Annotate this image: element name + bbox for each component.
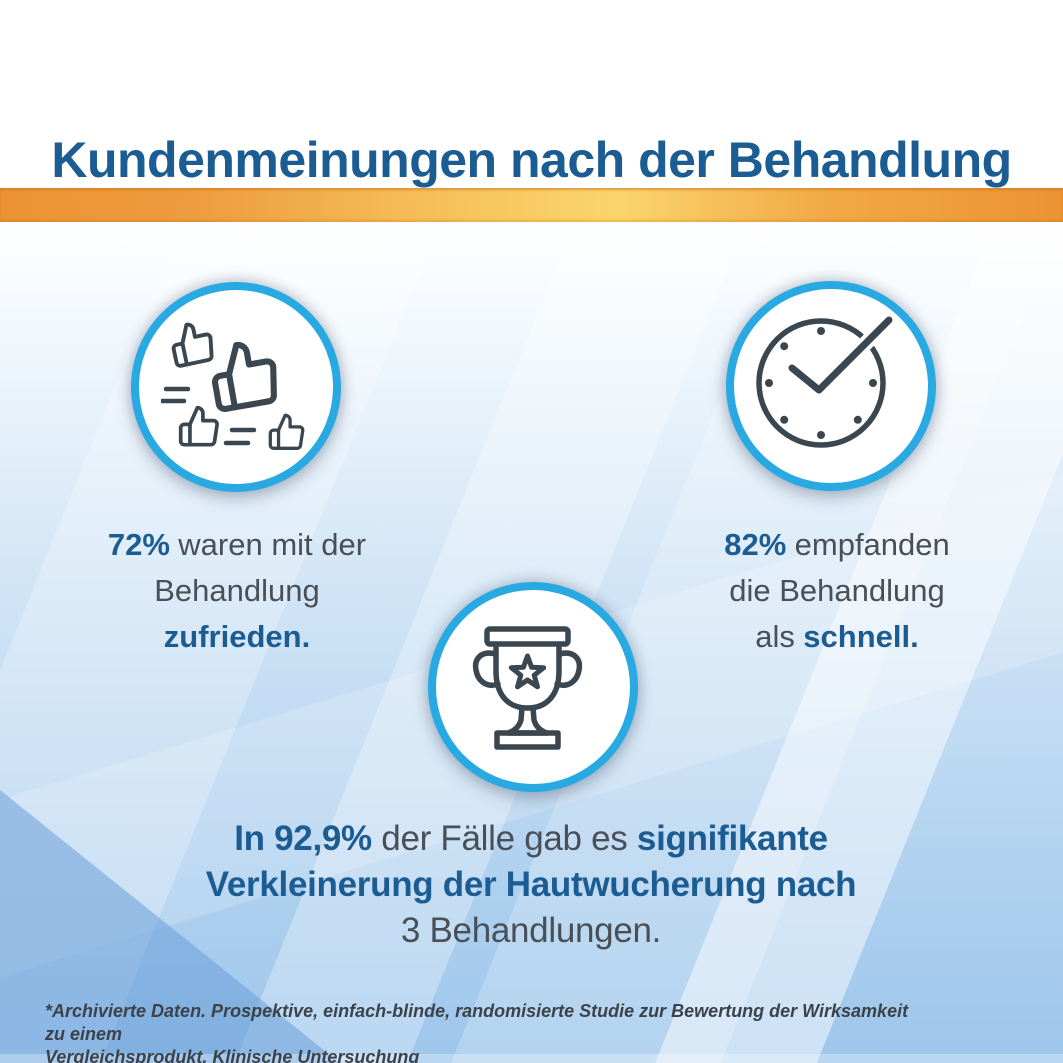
page-title: Kundenmeinungen nach der Behandlung <box>51 131 1012 188</box>
stat-line: In 92,9% der Fälle gab es signifikante <box>106 816 956 862</box>
accent-bar <box>0 188 1063 222</box>
trophy-icon <box>472 626 583 750</box>
thumbs-up-group-icon <box>161 318 305 450</box>
stat-text-run: waren mit der <box>178 527 367 562</box>
stat-text-bold: schnell. <box>803 619 919 654</box>
stat-circle-fast <box>726 281 936 491</box>
stat-text-fast: 82% empfanden die Behandlung als schnell. <box>612 522 1062 660</box>
stat-percent: In 92,9% <box>234 819 372 858</box>
footnote: *Archivierte Daten. Prospektive, einfach… <box>45 1000 925 1063</box>
stat-text-satisfied: 72% waren mit der Behandlung zufrieden. <box>17 522 457 660</box>
stat-line: Behandlung <box>154 573 320 608</box>
stat-line: als schnell. <box>612 614 1062 660</box>
stat-text-bold: signifikante <box>636 819 828 858</box>
footnote-line: *Archivierte Daten. Prospektive, einfach… <box>45 1001 909 1044</box>
stat-line: 72% waren mit der <box>17 522 457 568</box>
stat-line: 3 Behandlungen. <box>400 911 662 950</box>
stat-line-bold: Verkleinerung der Hautwucherung nach <box>205 865 857 904</box>
stat-text-run: als <box>755 619 795 654</box>
stat-text-run: der Fälle gab es <box>381 819 628 858</box>
stat-circle-reduction <box>428 582 638 792</box>
stat-line: 82% empfanden <box>612 522 1062 568</box>
stat-percent: 82% <box>724 527 787 562</box>
stat-text-reduction: In 92,9% der Fälle gab es signifikante Ver… <box>106 816 956 954</box>
stat-circle-satisfied <box>131 282 341 492</box>
footnote-line: Vergleichsprodukt. Klinische Untersuchun… <box>45 1047 420 1063</box>
stat-line: die Behandlung <box>729 573 945 608</box>
clock-check-icon <box>756 312 897 448</box>
stat-text-run: empfanden <box>794 527 950 562</box>
stat-line-bold: zufrieden. <box>163 619 311 654</box>
stat-percent: 72% <box>107 527 170 562</box>
